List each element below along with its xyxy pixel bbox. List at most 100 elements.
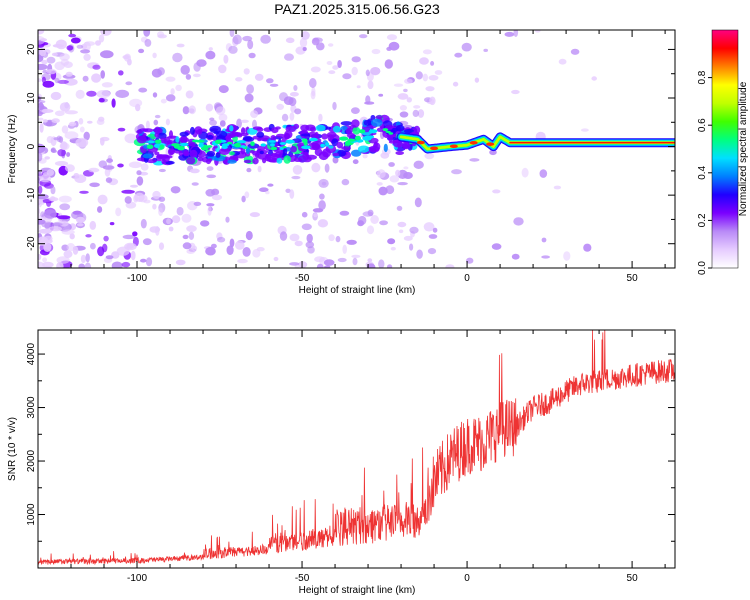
noise-blob bbox=[252, 249, 261, 258]
noise-blob bbox=[289, 92, 299, 97]
ridge-blob bbox=[154, 151, 160, 156]
ridge-blob bbox=[180, 135, 188, 144]
ridge-blob bbox=[175, 136, 180, 143]
noise-blob bbox=[44, 156, 50, 160]
noise-blob bbox=[138, 87, 148, 93]
noise-blob bbox=[98, 34, 105, 43]
noise-blob bbox=[397, 221, 407, 228]
ridge-blob bbox=[357, 145, 370, 153]
noise-blob bbox=[155, 226, 160, 236]
ridge-blob bbox=[300, 133, 311, 137]
noise-blob bbox=[397, 182, 408, 186]
noise-blob bbox=[152, 190, 161, 200]
ridge-blob bbox=[282, 147, 288, 156]
y-tick-label: 20 bbox=[26, 43, 37, 55]
noise-blob bbox=[466, 257, 474, 264]
noise-blob bbox=[351, 254, 361, 258]
ridge-blob bbox=[271, 127, 279, 134]
noise-blob bbox=[310, 90, 316, 100]
noise-blob bbox=[451, 169, 462, 175]
noise-blob bbox=[39, 47, 47, 57]
ridge-blob bbox=[311, 142, 321, 151]
noise-blob bbox=[103, 235, 109, 242]
ridge-blob-bright bbox=[146, 144, 154, 149]
noise-blob bbox=[100, 30, 112, 36]
noise-blob bbox=[132, 231, 138, 237]
ridge-blob bbox=[276, 133, 286, 138]
noise-blob bbox=[165, 94, 176, 102]
noise-blob bbox=[244, 191, 250, 199]
noise-blob bbox=[98, 97, 105, 103]
noise-blob bbox=[260, 34, 271, 44]
noise-blob bbox=[513, 30, 519, 37]
noise-blob bbox=[379, 220, 388, 226]
noise-blob bbox=[165, 76, 176, 82]
ridge-blob bbox=[243, 159, 252, 164]
noise-blob bbox=[182, 106, 190, 115]
colorbar-ticks: 0.0 0.2 0.4 0.6 0.8 bbox=[697, 70, 712, 275]
noise-blob bbox=[454, 52, 463, 58]
x-tick-label: 0 bbox=[464, 273, 470, 284]
noise-blob bbox=[189, 168, 200, 174]
noise-blob bbox=[323, 259, 335, 266]
noise-blob bbox=[217, 236, 226, 243]
noise-blob bbox=[57, 79, 69, 84]
noise-blob bbox=[416, 249, 423, 259]
noise-blob bbox=[158, 196, 166, 202]
noise-blob bbox=[285, 188, 291, 193]
noise-blob bbox=[422, 49, 432, 55]
noise-blob bbox=[332, 101, 337, 111]
noise-blob bbox=[403, 235, 413, 241]
noise-blob bbox=[158, 207, 164, 216]
ridge-blob bbox=[142, 153, 153, 159]
noise-blob bbox=[558, 58, 567, 65]
noise-blob bbox=[491, 243, 502, 250]
noise-blob bbox=[60, 58, 69, 66]
noise-blob bbox=[96, 90, 111, 99]
noise-blob bbox=[563, 251, 571, 261]
noise-blob bbox=[38, 207, 41, 216]
noise-blob bbox=[152, 203, 157, 210]
ridge-blob bbox=[237, 134, 243, 138]
noise-blob bbox=[366, 225, 375, 235]
noise-blob bbox=[101, 82, 113, 88]
noise-blob bbox=[293, 85, 298, 91]
noise-blob bbox=[399, 105, 407, 111]
noise-blob bbox=[41, 59, 48, 65]
noise-blob bbox=[38, 30, 45, 35]
noise-blob bbox=[166, 218, 171, 225]
ridge-blob-bright bbox=[214, 139, 222, 144]
noise-blob bbox=[144, 38, 152, 47]
ridge-blob-bright bbox=[303, 141, 308, 146]
noise-blob bbox=[121, 261, 131, 268]
noise-blob bbox=[124, 53, 131, 62]
noise-blob bbox=[294, 108, 302, 115]
noise-blob bbox=[365, 69, 370, 77]
ridge-blob-bright bbox=[226, 141, 233, 145]
noise-blob bbox=[318, 113, 323, 122]
noise-blob bbox=[291, 175, 301, 180]
noise-blob bbox=[84, 262, 92, 268]
noise-blob bbox=[298, 261, 308, 268]
ridge-blob bbox=[207, 158, 213, 162]
noise-blob bbox=[205, 189, 216, 197]
noise-blob bbox=[61, 125, 69, 134]
x-tick-label: 50 bbox=[627, 573, 639, 584]
noise-blob bbox=[292, 165, 303, 175]
noise-blob bbox=[403, 166, 409, 170]
spectrogram-ridge-blobs bbox=[133, 114, 422, 166]
noise-blob bbox=[89, 220, 97, 230]
noise-blob bbox=[430, 61, 435, 66]
noise-blob bbox=[246, 84, 255, 94]
noise-blob bbox=[393, 83, 404, 87]
spectrogram-x-axis-label: Height of straight line (km) bbox=[299, 285, 416, 296]
noise-blob bbox=[136, 170, 142, 176]
noise-blob bbox=[76, 223, 84, 227]
noise-blob bbox=[229, 238, 235, 248]
noise-blob bbox=[38, 224, 42, 230]
y-tick-label: 2000 bbox=[26, 449, 37, 472]
noise-blob bbox=[266, 78, 274, 84]
noise-blob bbox=[97, 194, 108, 205]
